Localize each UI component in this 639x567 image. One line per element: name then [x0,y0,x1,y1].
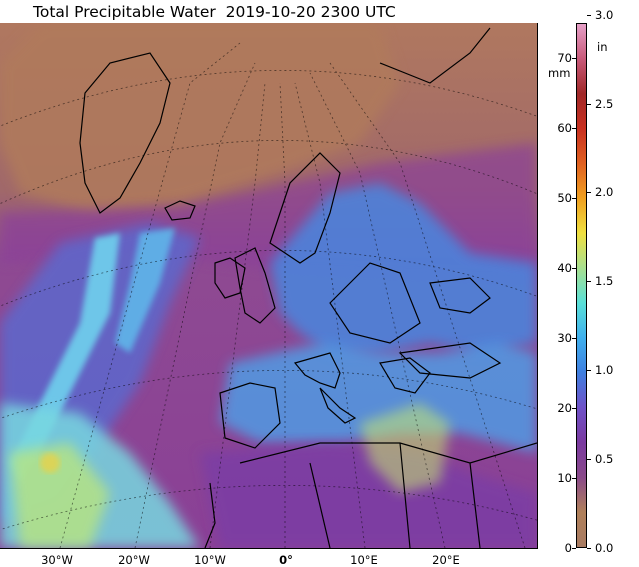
tropical-core [10,443,110,548]
in-tick-label: 0.5 [595,452,614,467]
in-tick-mark [587,281,591,283]
europe-moisture [270,183,537,353]
in-tick-mark [587,192,591,194]
lon-label-0: 0° [279,553,293,567]
scandinavia-outline [269,152,341,264]
precipitable-water-map [0,23,538,549]
in-tick-label: 3.0 [595,7,614,22]
italy-outline [319,387,357,424]
ireland-outline [214,257,246,299]
arctic-coast [379,27,491,84]
mm-tick-label: 10 [557,471,572,485]
in-tick-mark [587,548,591,549]
greenland-outline [79,52,171,214]
north-africa-dry [200,443,537,548]
atlantic-plume-2 [115,228,175,353]
in-unit-label: in [597,40,608,54]
in-tick-label: 2.0 [595,185,614,200]
in-tick-mark [587,459,591,461]
in-tick-mark [587,14,591,16]
mm-tick-label: 30 [557,331,572,345]
mediterranean-moisture [220,343,537,453]
mm-tick-mark [572,338,576,339]
lon-label-30w: 30°W [41,553,73,567]
in-tick-label: 2.5 [595,96,614,111]
in-tick-label: 1.5 [595,274,614,289]
in-tick-mark [587,103,591,105]
iceland-outline [164,200,196,221]
britain-outline [234,247,276,324]
mm-tick-label: 20 [557,401,572,415]
map-canvas [0,23,537,548]
central-europe-borders [329,262,421,344]
black-sea-outline [429,277,491,314]
mm-tick-mark [572,408,576,409]
mm-tick-mark [572,198,576,199]
sahara-moist-patch [360,403,450,493]
border-line-1 [309,462,331,548]
coastlines [79,27,537,548]
lon-label-20w: 20°W [118,553,150,567]
mm-tick-label: 0 [564,541,572,555]
mm-tick-label: 70 [557,51,572,65]
iberia-outline [219,382,281,449]
border-line-4 [204,482,216,548]
map-title: Total Precipitable Water 2019-10-20 2300… [33,3,396,21]
mm-tick-label: 50 [557,191,572,205]
graticule [0,42,537,548]
mm-tick-mark [572,548,576,549]
alps-region-outline [293,352,341,389]
mm-tick-label: 40 [557,261,572,275]
mm-unit-label: mm [548,66,571,80]
lon-label-20e: 20°E [432,553,460,567]
mm-tick-mark [572,478,576,479]
mm-tick-mark [572,58,576,59]
in-tick-label: 1.0 [595,363,614,378]
in-tick-mark [587,370,591,372]
lon-label-10e: 10°E [350,553,378,567]
border-line-3 [469,462,481,548]
color-scale-bar [576,23,587,548]
lon-label-10w: 10°W [194,553,226,567]
mm-tick-label: 60 [557,121,572,135]
turkey-outline [398,342,502,379]
mm-tick-mark [572,128,576,129]
in-tick-label: 0.0 [595,541,614,555]
mm-tick-mark [572,268,576,269]
border-line-2 [399,442,411,548]
tpw-maximum [40,453,60,473]
